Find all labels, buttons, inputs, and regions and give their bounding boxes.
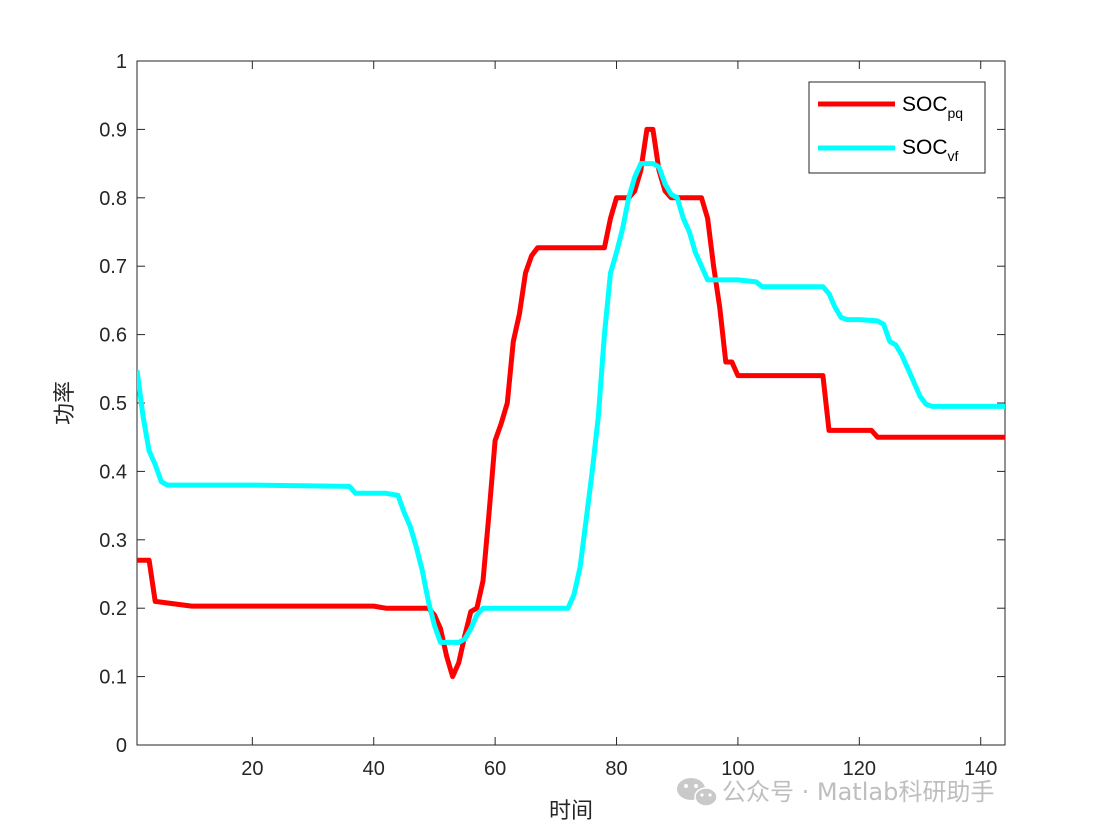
y-axis-label: 功率 bbox=[53, 381, 78, 425]
y-axis-ticks: 0 0.1 0.2 0.3 0.4 0.5 0.6 0.7 0.8 0.9 1 bbox=[99, 51, 1005, 757]
x-tick-label: 80 bbox=[605, 758, 627, 780]
y-tick-label: 0 bbox=[116, 735, 127, 757]
plot-area bbox=[136, 60, 1006, 746]
x-tick-label: 20 bbox=[241, 758, 263, 780]
watermark-text: 公众号 · Matlab科研助手 bbox=[722, 778, 994, 806]
legend-label-soc-vf: SOCvf bbox=[902, 136, 959, 164]
y-tick-label: 0.3 bbox=[99, 530, 127, 552]
legend: SOCpq SOCvf bbox=[808, 81, 986, 174]
x-axis-label: 时间 bbox=[549, 799, 593, 824]
y-tick-label: 0.5 bbox=[99, 393, 127, 415]
x-tick-label: 140 bbox=[964, 758, 997, 780]
series-layer bbox=[137, 126, 1005, 680]
x-tick-label: 60 bbox=[484, 758, 506, 780]
x-tick-label: 120 bbox=[843, 758, 876, 780]
legend-label-soc-pq: SOCpq bbox=[902, 93, 963, 121]
x-tick-label: 100 bbox=[721, 758, 754, 780]
series-line-soc-pq bbox=[137, 126, 1005, 680]
y-tick-label: 0.7 bbox=[99, 256, 127, 278]
legend-box bbox=[808, 81, 986, 174]
x-tick-label: 40 bbox=[363, 758, 385, 780]
wechat-icon bbox=[677, 778, 718, 807]
y-tick-label: 0.6 bbox=[99, 325, 127, 347]
x-axis-ticks: 20 40 60 80 100 120 140 bbox=[241, 61, 997, 780]
y-tick-label: 0.8 bbox=[99, 188, 127, 210]
y-tick-label: 0.2 bbox=[99, 598, 127, 620]
y-tick-label: 0.1 bbox=[99, 667, 127, 689]
y-tick-label: 0.9 bbox=[99, 119, 127, 141]
y-tick-label: 1 bbox=[116, 51, 127, 73]
y-tick-label: 0.4 bbox=[99, 461, 127, 483]
watermark: 公众号 · Matlab科研助手 bbox=[677, 778, 994, 807]
series-line-soc-vf bbox=[137, 161, 1005, 645]
